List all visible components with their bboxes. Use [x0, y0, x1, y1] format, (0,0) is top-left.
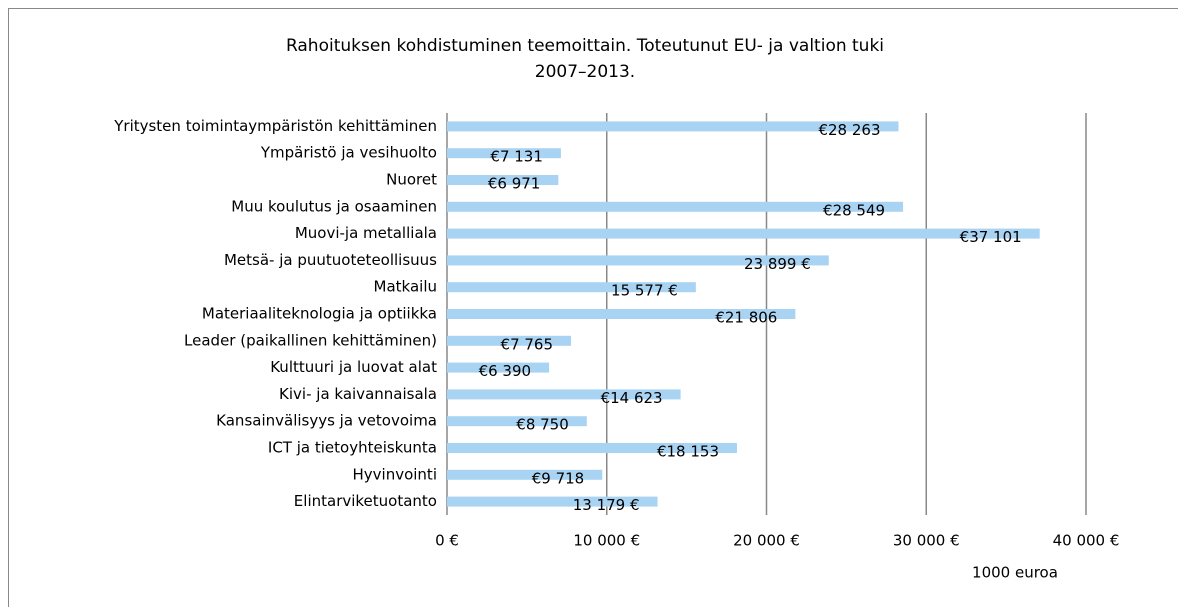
y-tick-label: Materiaaliteknologia ja optiikka	[202, 305, 437, 323]
value-label: €8 750	[516, 416, 569, 434]
y-tick-label: Yritysten toimintaympäristön kehittämine…	[113, 117, 437, 135]
x-tick-label: 20 000 €	[733, 532, 800, 550]
value-label: 15 577 €	[611, 282, 678, 300]
y-tick-label: ICT ja tietoyhteiskunta	[268, 439, 437, 457]
value-label: €9 718	[532, 469, 585, 487]
bar	[447, 389, 681, 400]
bar	[447, 148, 561, 159]
y-tick-label: Muu koulutus ja osaaminen	[231, 197, 437, 215]
value-label: €28 263	[818, 121, 880, 139]
x-tick-label: 40 000 €	[1053, 532, 1120, 550]
bar	[447, 443, 737, 453]
x-tick-label: 10 000 €	[573, 532, 640, 550]
y-tick-label: Kansainvälisyys ja vetovoima	[216, 412, 437, 430]
bar	[447, 201, 904, 212]
chart-frame	[8, 8, 1178, 607]
bar	[447, 335, 572, 346]
value-label: €7 765	[501, 335, 554, 353]
chart-title: 2007–2013.	[535, 62, 635, 82]
value-label: €6 971	[488, 175, 541, 193]
y-tick-label: Muovi-ja metalliala	[295, 224, 437, 242]
bar	[447, 255, 829, 266]
bar	[447, 309, 796, 319]
y-tick-label: Kivi- ja kaivannaisala	[279, 385, 437, 403]
y-tick-label: Ympäristö ja vesihuolto	[260, 144, 437, 162]
chart-title: Rahoituksen kohdistuminen teemoittain. T…	[286, 36, 884, 56]
value-label: €14 623	[601, 389, 663, 407]
bar	[447, 228, 1040, 239]
bar	[447, 175, 559, 185]
x-tick-label: 0 €	[435, 532, 459, 550]
bar	[447, 496, 658, 507]
y-tick-label: Kulttuuri ja luovat alat	[270, 358, 437, 376]
value-label: €21 806	[715, 309, 777, 327]
y-tick-label: Leader (paikallinen kehittäminen)	[184, 331, 437, 349]
bar	[447, 282, 696, 293]
y-tick-label: Metsä- ja puutuoteteollisuus	[224, 251, 437, 269]
value-label: €18 153	[657, 443, 719, 461]
x-axis-label: 1000 euroa	[972, 564, 1058, 582]
bar	[447, 121, 899, 132]
value-label: 13 179 €	[573, 496, 640, 514]
value-label: €37 101	[960, 228, 1022, 246]
y-tick-label: Matkailu	[374, 278, 437, 296]
value-label: €6 390	[479, 362, 532, 380]
bar	[447, 416, 587, 427]
bar	[447, 469, 603, 480]
x-tick-label: 30 000 €	[893, 532, 960, 550]
y-tick-label: Nuoret	[386, 171, 437, 189]
bar	[447, 362, 550, 373]
y-tick-label: Elintarviketuotanto	[294, 492, 437, 510]
value-label: 23 899 €	[744, 255, 811, 273]
value-label: €28 549	[823, 201, 885, 219]
y-tick-label: Hyvinvointi	[353, 465, 438, 483]
value-label: €7 131	[490, 148, 543, 166]
